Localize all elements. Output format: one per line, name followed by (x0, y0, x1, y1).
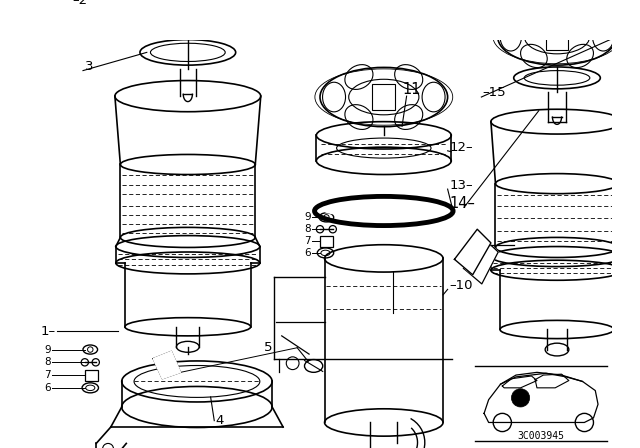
Bar (547, 24, 568, 50)
Text: 13–: 13– (449, 179, 473, 192)
Ellipse shape (324, 205, 444, 217)
Text: 3C003945: 3C003945 (517, 431, 564, 441)
Text: –15: –15 (483, 86, 506, 99)
Text: 5: 5 (264, 341, 272, 354)
Text: –2: –2 (72, 0, 87, 7)
Bar (372, 84, 396, 110)
Polygon shape (463, 238, 498, 284)
Text: 7: 7 (304, 236, 311, 246)
Polygon shape (454, 229, 491, 275)
Bar (177, 0, 199, 19)
Polygon shape (153, 351, 180, 379)
Text: 8: 8 (44, 358, 51, 367)
Text: 11: 11 (402, 82, 420, 97)
Text: 6: 6 (44, 383, 51, 393)
Text: 7: 7 (44, 370, 51, 380)
Bar (320, 236, 333, 246)
Text: 9: 9 (304, 212, 311, 222)
Bar (85, 370, 97, 380)
Text: 4: 4 (215, 414, 223, 427)
Text: 1–: 1– (40, 325, 56, 338)
Text: 14–: 14– (449, 196, 476, 211)
Text: 12–: 12– (449, 141, 473, 154)
Text: 3: 3 (85, 60, 93, 73)
Circle shape (511, 389, 530, 407)
Text: –10: –10 (449, 279, 473, 292)
Text: 6: 6 (304, 248, 311, 258)
Text: 9: 9 (44, 345, 51, 354)
Text: 8: 8 (304, 224, 311, 234)
